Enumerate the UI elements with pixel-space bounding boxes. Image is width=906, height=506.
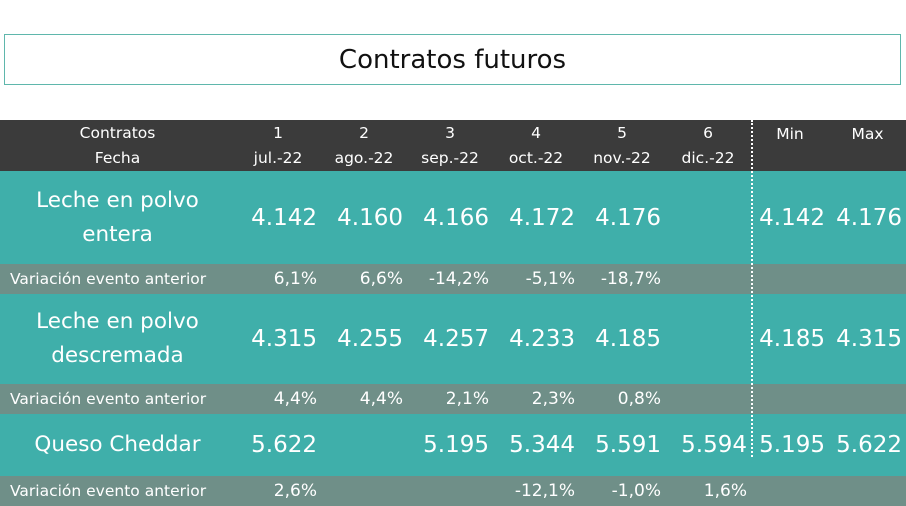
product-name-line1: Leche en polvo bbox=[36, 309, 199, 334]
variation-cell: 0,8% bbox=[617, 389, 661, 409]
variation-label: Variación evento anterior bbox=[10, 482, 207, 500]
variation-cell: 4,4% bbox=[359, 389, 403, 409]
variation-cell: 6,6% bbox=[359, 269, 403, 289]
table-header: Contratos Fecha 1 jul.-22 2 ago.-22 3 se… bbox=[0, 120, 906, 171]
header-max: Max bbox=[829, 120, 906, 171]
table-row-variation: Variación evento anterior 6,1% 6,6% -14,… bbox=[0, 264, 906, 294]
column-separator bbox=[751, 120, 753, 457]
value-cell: 4.185 bbox=[595, 326, 661, 352]
product-name-line1: Queso Cheddar bbox=[34, 432, 201, 457]
header-label-cell: Contratos Fecha bbox=[0, 120, 235, 171]
header-min: Min bbox=[751, 120, 829, 171]
header-col-date: jul.-22 bbox=[253, 148, 303, 167]
header-col-2: 2 ago.-22 bbox=[321, 120, 407, 171]
value-cell: 4.315 bbox=[251, 326, 317, 352]
value-cell: 5.622 bbox=[251, 432, 317, 458]
min-value-cell: 5.195 bbox=[759, 432, 825, 458]
header-col-number: 5 bbox=[617, 123, 627, 142]
header-col-number: 2 bbox=[359, 123, 369, 142]
product-name-line1: Leche en polvo bbox=[36, 187, 199, 213]
value-cell: 4.142 bbox=[251, 204, 317, 231]
max-value-cell: 5.622 bbox=[836, 432, 902, 458]
header-col-1: 1 jul.-22 bbox=[235, 120, 321, 171]
variation-cell: 6,1% bbox=[273, 269, 317, 289]
futures-table: Contratos Fecha 1 jul.-22 2 ago.-22 3 se… bbox=[0, 120, 906, 506]
header-col-6: 6 dic.-22 bbox=[665, 120, 751, 171]
header-col-4: 4 oct.-22 bbox=[493, 120, 579, 171]
variation-cell bbox=[665, 384, 751, 414]
value-cell: 5.195 bbox=[423, 432, 489, 458]
table-row-leche-descremada: Leche en polvo descremada 4.315 4.255 4.… bbox=[0, 294, 906, 384]
header-contratos-label: Contratos bbox=[79, 123, 156, 142]
variation-cell bbox=[407, 476, 493, 506]
value-cell: 4.172 bbox=[509, 204, 575, 231]
variation-cell: 4,4% bbox=[273, 389, 317, 409]
page-title: Contratos futuros bbox=[4, 34, 901, 85]
table-row-leche-entera: Leche en polvo entera 4.142 4.160 4.166 … bbox=[0, 171, 906, 264]
min-value-cell: 4.185 bbox=[759, 326, 825, 352]
value-cell: 4.166 bbox=[423, 204, 489, 231]
table-row-queso-cheddar: Queso Cheddar 5.622 5.195 5.344 5.591 5.… bbox=[0, 414, 906, 476]
table-row-variation: Variación evento anterior 2,6% -12,1% -1… bbox=[0, 476, 906, 506]
header-fecha-label: Fecha bbox=[94, 148, 141, 167]
value-cell bbox=[665, 171, 751, 264]
header-max-label: Max bbox=[851, 125, 884, 143]
value-cell: 4.233 bbox=[509, 326, 575, 352]
header-col-3: 3 sep.-22 bbox=[407, 120, 493, 171]
variation-cell: 2,6% bbox=[273, 481, 317, 501]
min-value-cell: 4.142 bbox=[759, 204, 825, 231]
header-col-date: sep.-22 bbox=[421, 148, 479, 167]
variation-cell: -5,1% bbox=[525, 269, 575, 289]
value-cell bbox=[321, 414, 407, 476]
value-cell: 4.160 bbox=[337, 204, 403, 231]
product-name-cell: Leche en polvo entera bbox=[0, 171, 235, 264]
value-cell: 4.257 bbox=[423, 326, 489, 352]
value-cell bbox=[665, 294, 751, 384]
table-row-variation: Variación evento anterior 4,4% 4,4% 2,1%… bbox=[0, 384, 906, 414]
variation-cell: 2,1% bbox=[445, 389, 489, 409]
header-min-label: Min bbox=[776, 125, 804, 143]
product-name-cell: Leche en polvo descremada bbox=[0, 294, 235, 384]
variation-cell: 1,6% bbox=[703, 481, 747, 501]
product-name-line2: entera bbox=[82, 221, 153, 247]
header-col-date: dic.-22 bbox=[681, 148, 735, 167]
variation-cell bbox=[665, 264, 751, 294]
header-col-number: 3 bbox=[445, 123, 455, 142]
variation-label: Variación evento anterior bbox=[10, 270, 207, 288]
header-col-5: 5 nov.-22 bbox=[579, 120, 665, 171]
variation-label: Variación evento anterior bbox=[10, 390, 207, 408]
header-col-date: nov.-22 bbox=[593, 148, 651, 167]
max-value-cell: 4.176 bbox=[836, 204, 902, 231]
value-cell: 5.344 bbox=[509, 432, 575, 458]
value-cell: 5.594 bbox=[681, 432, 747, 458]
header-col-number: 4 bbox=[531, 123, 541, 142]
value-cell: 5.591 bbox=[595, 432, 661, 458]
header-col-date: oct.-22 bbox=[508, 148, 564, 167]
variation-cell: -1,0% bbox=[611, 481, 661, 501]
variation-cell: 2,3% bbox=[531, 389, 575, 409]
variation-cell: -12,1% bbox=[514, 481, 575, 501]
variation-cell: -14,2% bbox=[428, 269, 489, 289]
variation-cell bbox=[321, 476, 407, 506]
header-col-number: 6 bbox=[703, 123, 713, 142]
value-cell: 4.255 bbox=[337, 326, 403, 352]
header-col-date: ago.-22 bbox=[334, 148, 394, 167]
value-cell: 4.176 bbox=[595, 204, 661, 231]
max-value-cell: 4.315 bbox=[836, 326, 902, 352]
variation-cell: -18,7% bbox=[600, 269, 661, 289]
header-col-number: 1 bbox=[273, 123, 283, 142]
product-name-cell: Queso Cheddar bbox=[0, 414, 235, 476]
product-name-line2: descremada bbox=[51, 343, 184, 368]
